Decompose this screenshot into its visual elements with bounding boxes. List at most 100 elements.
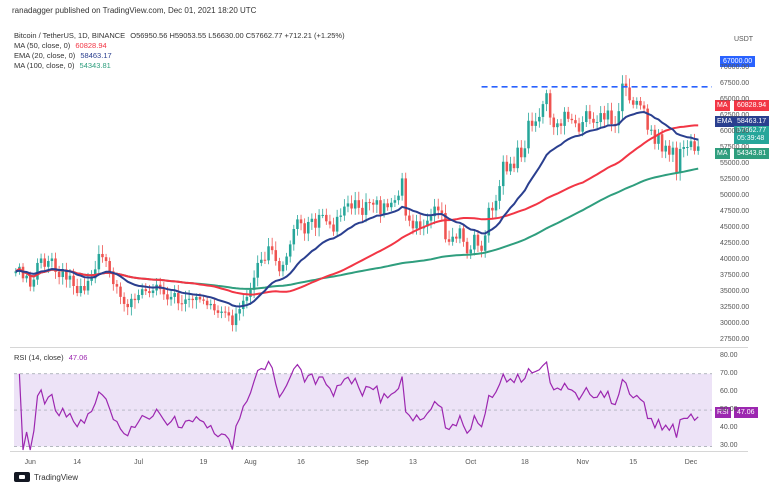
candle-body <box>642 105 646 109</box>
bar-countdown: 05:39:48 <box>737 135 765 142</box>
candle-body <box>191 298 194 301</box>
candle-body <box>588 111 592 119</box>
candle-body <box>682 147 686 149</box>
hline-price-tag: 67000.00 <box>720 56 756 67</box>
candle-body <box>310 218 314 222</box>
candle-body <box>256 262 259 278</box>
candle-body <box>86 280 90 291</box>
ma100-label: MA (100, close, 0) <box>14 61 75 70</box>
candle-body <box>480 245 483 251</box>
legend-symbol-row[interactable]: Bitcoin / TetherUS, 1D, BINANCE O56950.5… <box>14 31 345 40</box>
candle-body <box>306 221 310 234</box>
candle-body <box>621 83 624 112</box>
candle-body <box>646 108 649 130</box>
candle-body <box>231 315 234 326</box>
candle-body <box>130 298 133 308</box>
brand-name: TradingView <box>34 472 79 482</box>
candle-body <box>328 221 332 225</box>
ema20-line <box>15 110 699 308</box>
candle-body <box>18 266 21 272</box>
candle-body <box>353 200 357 209</box>
candle-body <box>473 234 476 250</box>
time-tick-label: 15 <box>629 459 638 466</box>
candle-body <box>144 289 148 292</box>
candle-body <box>288 244 292 257</box>
candle-body <box>639 100 642 106</box>
candle-body <box>371 202 375 205</box>
candle-body <box>418 221 422 229</box>
candle-body <box>155 284 158 291</box>
candle-body <box>332 224 335 232</box>
price-tick-label: 40000.00 <box>720 255 750 263</box>
candle-body <box>57 271 61 278</box>
candle-body <box>534 121 537 126</box>
candle-body <box>148 291 151 294</box>
candle-body <box>198 296 202 300</box>
price-tick-label: 27500.00 <box>720 335 750 343</box>
candle-body <box>270 246 274 251</box>
price-tick-label: 32500.00 <box>720 303 750 311</box>
rsi-axis-name: RSI <box>715 407 731 418</box>
candle-body <box>83 286 86 291</box>
candle-body <box>14 271 18 274</box>
candle-body <box>487 207 491 236</box>
candle-body <box>36 262 39 280</box>
candle-body <box>173 293 176 297</box>
candle-body <box>624 83 628 88</box>
candle-body <box>538 116 541 122</box>
legend-rsi-row[interactable]: RSI (14, close) 47.06 <box>14 353 87 362</box>
candle-body <box>530 120 534 126</box>
candle-body <box>335 216 339 232</box>
candle-body <box>90 278 93 281</box>
candle-body <box>664 145 667 152</box>
candle-body <box>577 123 581 132</box>
candle-body <box>97 253 101 270</box>
candle-body <box>364 202 368 215</box>
candle-body <box>223 311 227 313</box>
tradingview-logo-icon <box>14 472 30 482</box>
price-tick-label: 42500.00 <box>720 239 750 247</box>
candle-body <box>177 293 180 304</box>
candle-body <box>415 221 418 229</box>
currency-label: USDT <box>734 36 754 43</box>
candle-body <box>108 261 111 272</box>
rsi-line <box>18 360 699 451</box>
price-axis[interactable]: USDT 67000.00 MA 60828.94 EMA 58463.17 5… <box>712 0 773 488</box>
candle-body <box>325 214 328 222</box>
candle-body <box>119 286 122 297</box>
candle-body <box>166 294 169 300</box>
price-tick-label: 70000.00 <box>720 63 750 71</box>
candle-body <box>422 226 426 229</box>
candle-body <box>649 129 653 131</box>
candle-body <box>494 200 498 211</box>
ohlc-values: O56950.56 H59053.55 L56630.00 C57662.77 … <box>130 31 345 40</box>
price-tick-label: 60000.00 <box>720 127 750 135</box>
ma100-axis-tag: 54343.81 <box>734 148 770 159</box>
legend-ma100-row[interactable]: MA (100, close, 0) 54343.81 <box>14 61 111 70</box>
publish-header: ranadagger published on TradingView.com,… <box>12 6 257 15</box>
candle-body <box>278 261 281 272</box>
legend-ema20-row[interactable]: EMA (20, close, 0) 58463.17 <box>14 51 112 60</box>
pane-divider[interactable] <box>10 347 748 348</box>
candle-body <box>54 258 57 272</box>
candle-body <box>563 111 566 126</box>
candle-body <box>263 259 267 261</box>
rsi-axis-tag: 47.06 <box>734 407 758 418</box>
tradingview-brand[interactable]: TradingView <box>14 472 78 482</box>
candle-body <box>476 234 480 246</box>
candle-body <box>245 296 249 301</box>
candle-body <box>209 303 213 306</box>
candle-body <box>411 220 415 229</box>
legend-ma50-row[interactable]: MA (50, close, 0) 60828.94 <box>14 41 107 50</box>
last-price-value: 57662.77 <box>737 127 767 134</box>
candle-body <box>696 146 700 151</box>
candle-body <box>321 214 324 216</box>
candle-body <box>498 186 501 201</box>
candle-body <box>400 178 404 196</box>
candle-body <box>433 206 436 217</box>
candle-body <box>675 147 678 173</box>
candle-body <box>252 277 256 290</box>
candle-body <box>317 214 321 228</box>
price-tick-label: 35000.00 <box>720 287 750 295</box>
